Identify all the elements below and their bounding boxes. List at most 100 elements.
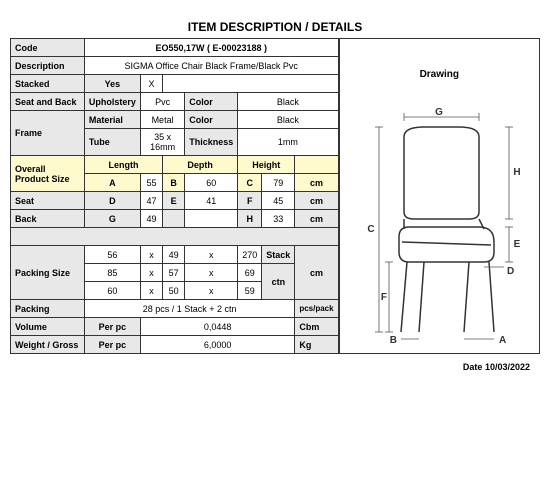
row-seat-back: Seat and Back Upholstery Pvc Color Black [11,93,339,111]
ps1-label: Stack [262,246,295,264]
length-label: Length [84,156,162,174]
h-val: 33 [262,210,295,228]
dim-h: H [514,167,521,178]
sb-color-label: Color [185,93,238,111]
row-stacked: Stacked Yes X [11,75,339,93]
packing-size-label: Packing Size [11,246,85,300]
ps1-a: 56 [84,246,140,264]
b-val: 60 [185,174,238,192]
spacer [11,228,339,246]
ps2-x1: x [140,264,162,282]
spec-table: Code EO550,17W ( E-00023188 ) Descriptio… [10,38,339,354]
d-val: 47 [140,192,162,210]
weight-label: Weight / Gross [11,336,85,354]
back-empty2 [185,210,238,228]
ps3-a: 60 [84,282,140,300]
a-label: A [84,174,140,192]
d-label: D [84,192,140,210]
ps2-x2: x [185,264,238,282]
dim-c: C [368,224,375,235]
overall-empty [295,156,338,174]
packing-label: Packing [11,300,85,318]
packing-unit: pcs/pack [295,300,338,318]
description-label: Description [11,57,85,75]
ps2-label: ctn [262,264,295,300]
code-label: Code [11,39,85,57]
ps2-b: 57 [163,264,185,282]
volume-label: Volume [11,318,85,336]
drawing-panel: Drawing [339,38,540,354]
row-seat: Seat D 47 E 41 F 45 cm [11,192,339,210]
row-weight: Weight / Gross Per pc 6,0000 Kg [11,336,339,354]
ps-unit: cm [295,246,338,300]
g-val: 49 [140,210,162,228]
code-value: EO550,17W ( E-00023188 ) [84,39,338,57]
row-back: Back G 49 H 33 cm [11,210,339,228]
seat-unit: cm [295,192,338,210]
row-packing1: Packing Size 56 x 49 x 270 Stack cm [11,246,339,264]
page-title: ITEM DESCRIPTION / DETAILS [10,20,540,34]
ps1-x1: x [140,246,162,264]
tube-label: Tube [84,129,140,156]
dim-b: B [390,335,397,346]
height-label: Height [238,156,295,174]
c-label: C [238,174,262,192]
ps3-x2: x [185,282,238,300]
row-packing: Packing 28 pcs / 1 Stack + 2 ctn pcs/pac… [11,300,339,318]
drawing-label: Drawing [420,39,459,100]
ps3-b: 50 [163,282,185,300]
thickness-label: Thickness [185,129,238,156]
upholstery-label: Upholstery [84,93,140,111]
volume-unit: Cbm [295,318,338,336]
chair-drawing: G C H E D F A B [349,100,529,353]
row-overall-header: Overall Product Size Length Depth Height [11,156,339,174]
a-val: 55 [140,174,162,192]
b-label: B [163,174,185,192]
footer-date: Date 10/03/2022 [10,362,540,372]
stacked-yes-value: X [140,75,162,93]
date-value: 10/03/2022 [485,362,530,372]
dim-e: E [514,239,521,250]
seat-label: Seat [11,192,85,210]
weight-value: 6,0000 [140,336,294,354]
ps2-c: 69 [238,264,262,282]
row-description: Description SIGMA Office Chair Black Fra… [11,57,339,75]
frame-color-label: Color [185,111,238,129]
frame-color-value: Black [238,111,338,129]
ps1-c: 270 [238,246,262,264]
e-val: 41 [185,192,238,210]
ps1-x2: x [185,246,238,264]
row-spacer [11,228,339,246]
back-empty1 [163,210,185,228]
h-label: H [238,210,262,228]
material-label: Material [84,111,140,129]
dim-d: D [507,266,514,277]
stacked-yes-label: Yes [84,75,140,93]
row-frame-material: Frame Material Metal Color Black [11,111,339,129]
upholstery-value: Pvc [140,93,184,111]
packing-value: 28 pcs / 1 Stack + 2 ctn [84,300,294,318]
f-label: F [238,192,262,210]
dim-g: G [435,107,443,118]
description-value: SIGMA Office Chair Black Frame/Black Pvc [84,57,338,75]
volume-per: Per pc [84,318,140,336]
overall-unit: cm [295,174,338,192]
dim-a: A [499,335,506,346]
dim-f: F [381,292,387,303]
sb-color-value: Black [238,93,338,111]
ps3-x1: x [140,282,162,300]
row-volume: Volume Per pc 0,0448 Cbm [11,318,339,336]
e-label: E [163,192,185,210]
ps3-c: 59 [238,282,262,300]
f-val: 45 [262,192,295,210]
volume-value: 0,0448 [140,318,294,336]
row-code: Code EO550,17W ( E-00023188 ) [11,39,339,57]
back-label: Back [11,210,85,228]
back-unit: cm [295,210,338,228]
stacked-label: Stacked [11,75,85,93]
weight-per: Per pc [84,336,140,354]
date-label: Date [463,362,483,372]
seat-back-label: Seat and Back [11,93,85,111]
g-label: G [84,210,140,228]
frame-label: Frame [11,111,85,156]
